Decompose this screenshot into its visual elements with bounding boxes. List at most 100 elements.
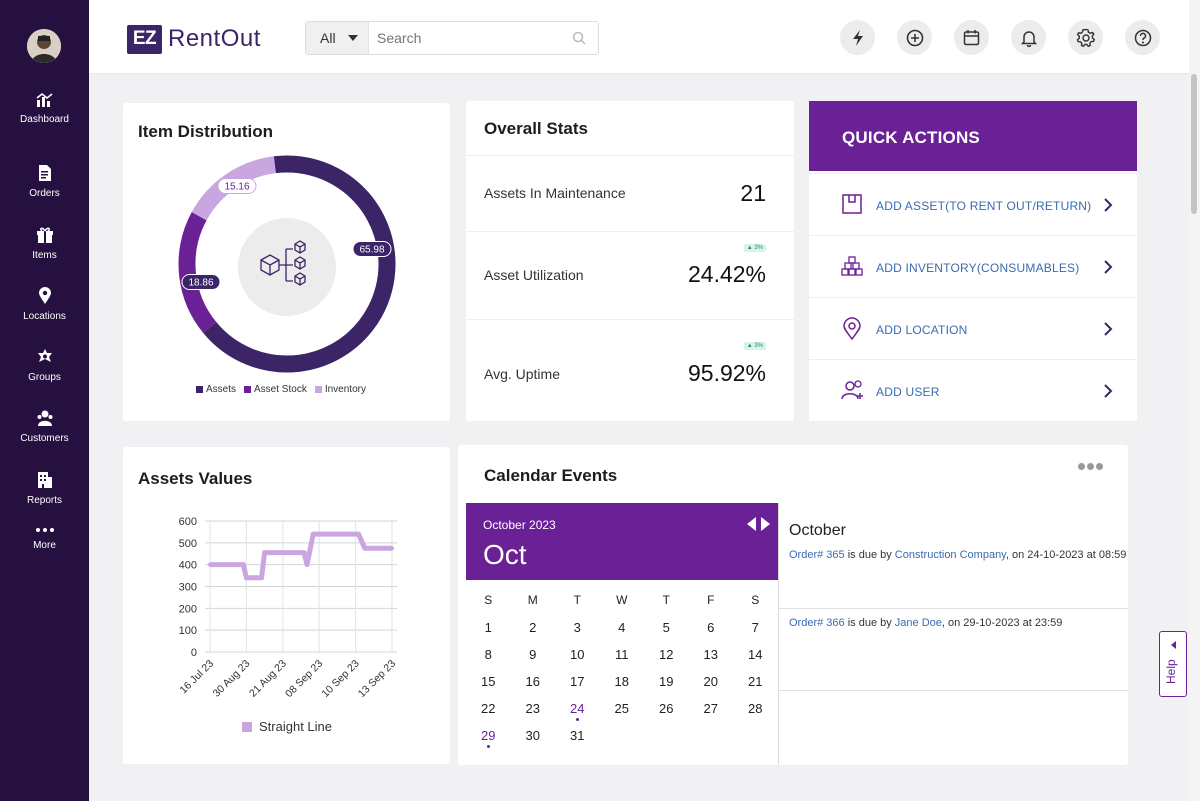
calendar-day[interactable]: 29 [466,722,511,749]
scrollbar-thumb[interactable] [1191,74,1197,214]
calendar-day[interactable]: 13 [703,647,718,662]
calendar-day[interactable]: 30 [525,728,540,743]
data-point[interactable] [362,546,367,551]
series-line[interactable] [210,531,392,581]
calendar-day[interactable]: 4 [618,620,626,635]
app-logo[interactable]: EZ RentOut [127,24,261,54]
week-row: 22 23 24 25 26 27 28 [466,695,778,722]
search-icon[interactable] [572,31,586,45]
calendar-day[interactable]: 22 [481,701,496,716]
quick-action-button[interactable] [840,20,875,55]
data-point[interactable] [356,532,361,537]
calendar-divider [778,503,779,765]
weekday-label: W [616,593,628,607]
data-point[interactable] [311,532,316,537]
quick-action-add-user[interactable]: ADD USER [809,359,1137,421]
calendar-day[interactable]: 11 [615,647,629,662]
data-point[interactable] [262,550,267,555]
add-button[interactable] [897,20,932,55]
logo-text: RentOut [168,25,261,52]
legend-item-inventory: Inventory [314,384,366,395]
calendar-day[interactable]: 25 [614,701,629,716]
calendar-day[interactable]: 1 [484,620,492,635]
chevron-right-icon [1104,384,1113,398]
sidebar-item-orders[interactable]: Orders [0,164,89,216]
calendar-day[interactable]: 2 [529,620,537,635]
help-button[interactable] [1125,20,1160,55]
sidebar-item-label: Locations [23,311,66,322]
logo-mark: EZ [127,24,162,54]
sidebar-item-customers[interactable]: Customers [0,409,89,461]
donut-value-label: 18.86 [188,278,213,289]
sidebar-item-items[interactable]: Items [0,226,89,278]
data-point[interactable] [305,562,310,567]
data-point[interactable] [302,550,307,555]
data-point[interactable] [241,562,246,567]
quick-actions-card: QUICK ACTIONS ADD ASSET(TO RENT OUT/RETU… [809,101,1137,421]
customer-link[interactable]: Construction Company [894,549,1006,561]
calendar-day[interactable]: 9 [529,647,537,662]
data-point[interactable] [259,575,264,580]
calendar-day[interactable]: 17 [570,674,585,689]
calendar-day[interactable]: 6 [707,620,715,635]
calendar-day[interactable]: 16 [525,674,540,689]
sidebar-item-label: Items [32,250,57,261]
calendar-day[interactable]: 24 [555,695,600,722]
calendar-day[interactable]: 28 [748,701,763,716]
calendar-day[interactable]: 7 [751,620,759,635]
calendar-next-icon[interactable] [761,517,770,531]
calendar-day[interactable]: 12 [659,647,674,662]
donut-center [238,218,336,316]
calendar-day[interactable]: 15 [481,674,496,689]
events-month: October [789,522,846,539]
item-distribution-donut: 65.98 18.86 15.16 [178,155,396,373]
data-point[interactable] [208,562,212,567]
quick-action-add-location[interactable]: ADD LOCATION [809,297,1137,359]
calendar-day[interactable]: 18 [614,674,629,689]
help-tab[interactable]: Help [1159,631,1187,697]
avatar[interactable] [27,29,61,63]
donut-value-label: 65.98 [359,245,384,256]
item-distribution-legend: Assets Asset Stock Inventory [196,384,374,395]
quick-action-add-inventory[interactable]: ADD INVENTORY(CONSUMABLES) [809,235,1137,297]
order-link[interactable]: Order# 366 [789,617,845,629]
sidebar-item-reports[interactable]: Reports [0,471,89,523]
search-input[interactable] [369,22,598,54]
week-row: 29 30 31 [466,722,778,749]
calendar-day[interactable]: 26 [659,701,674,716]
sidebar-item-more[interactable]: More [0,526,89,578]
settings-button[interactable] [1068,20,1103,55]
calendar-day[interactable]: 3 [573,620,581,635]
search-scope-value: All [320,30,336,46]
calendar-day[interactable]: 23 [525,701,540,716]
calendar-day[interactable]: 20 [703,674,718,689]
data-point[interactable] [244,575,249,580]
page-scrollbar[interactable] [1189,0,1200,801]
sidebar-item-groups[interactable]: Groups [0,348,89,400]
calendar-day[interactable]: 31 [570,728,585,743]
sidebar-item-dashboard[interactable]: Dashboard [0,92,89,144]
notifications-button[interactable] [1011,20,1046,55]
calendar-day[interactable]: 21 [748,674,763,689]
order-link[interactable]: Order# 365 [789,549,845,561]
data-point[interactable] [390,546,394,551]
stat-row-utilization: ▲ 3% Asset Utilization 24.42% [466,231,794,319]
calendar-button[interactable] [954,20,989,55]
calendar-day[interactable]: 8 [484,647,492,662]
stat-label: Avg. Uptime [484,366,560,382]
customer-link[interactable]: Jane Doe [894,617,942,629]
calendar-day[interactable]: 27 [703,701,718,716]
donut-value-pill [352,241,392,257]
quick-action-add-asset[interactable]: ADD ASSET(TO RENT OUT/RETURN) [809,173,1137,235]
calendar-day[interactable]: 5 [662,620,670,635]
calendar-day[interactable]: 14 [748,647,763,662]
stat-row-maintenance: Assets In Maintenance 21 [466,155,794,231]
calendar-prev-icon[interactable] [747,517,756,531]
donut-value-pill [181,274,221,290]
more-options-button[interactable] [1078,463,1105,470]
search-scope-select[interactable]: All [306,22,369,54]
sidebar-item-locations[interactable]: Locations [0,287,89,339]
calendar-day[interactable]: 19 [659,674,674,689]
calendar-day[interactable]: 10 [570,647,585,662]
